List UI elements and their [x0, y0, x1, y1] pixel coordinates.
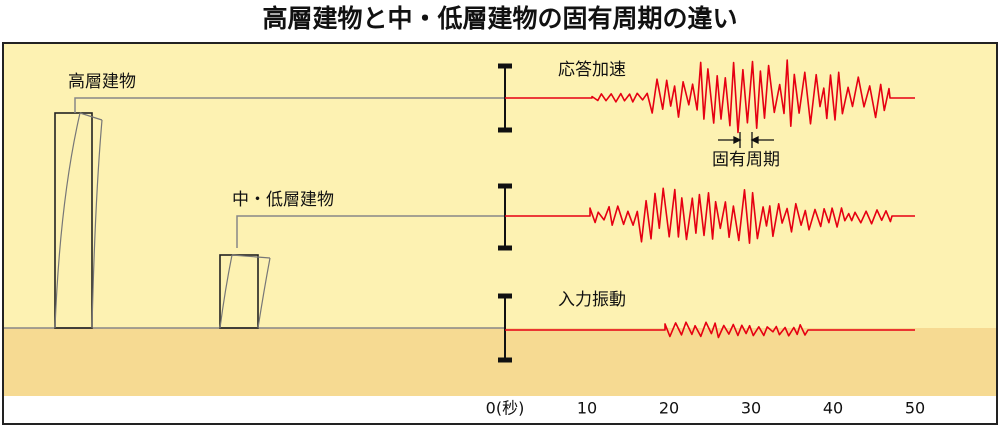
axis-label: 30 — [741, 399, 761, 418]
input-label: 入力振動 — [558, 290, 626, 310]
period-label: 固有周期 — [712, 150, 780, 170]
title: 高層建物と中・低層建物の固有周期の違い — [262, 4, 737, 33]
axis-label: 0(秒) — [486, 399, 525, 418]
tall-building — [54, 112, 93, 329]
tall-leader — [74, 97, 505, 113]
axis-label: 50 — [905, 399, 925, 418]
tall-label: 高層建物 — [68, 72, 136, 92]
low-deform — [219, 254, 271, 329]
axis-label: 20 — [659, 399, 679, 418]
markers — [498, 63, 512, 363]
period-arrows — [718, 132, 774, 148]
waves — [505, 59, 915, 339]
tall-deform — [54, 112, 103, 329]
low-label: 中・低層建物 — [232, 190, 334, 210]
axis-label: 40 — [823, 399, 843, 418]
response-label: 応答加速 — [558, 60, 626, 80]
wave — [505, 321, 915, 339]
wave — [505, 187, 915, 244]
wave — [505, 59, 915, 134]
axis-label: 10 — [577, 399, 597, 418]
low-leader — [236, 215, 505, 248]
axis: 0(秒) 10 20 30 40 50 — [486, 399, 926, 418]
